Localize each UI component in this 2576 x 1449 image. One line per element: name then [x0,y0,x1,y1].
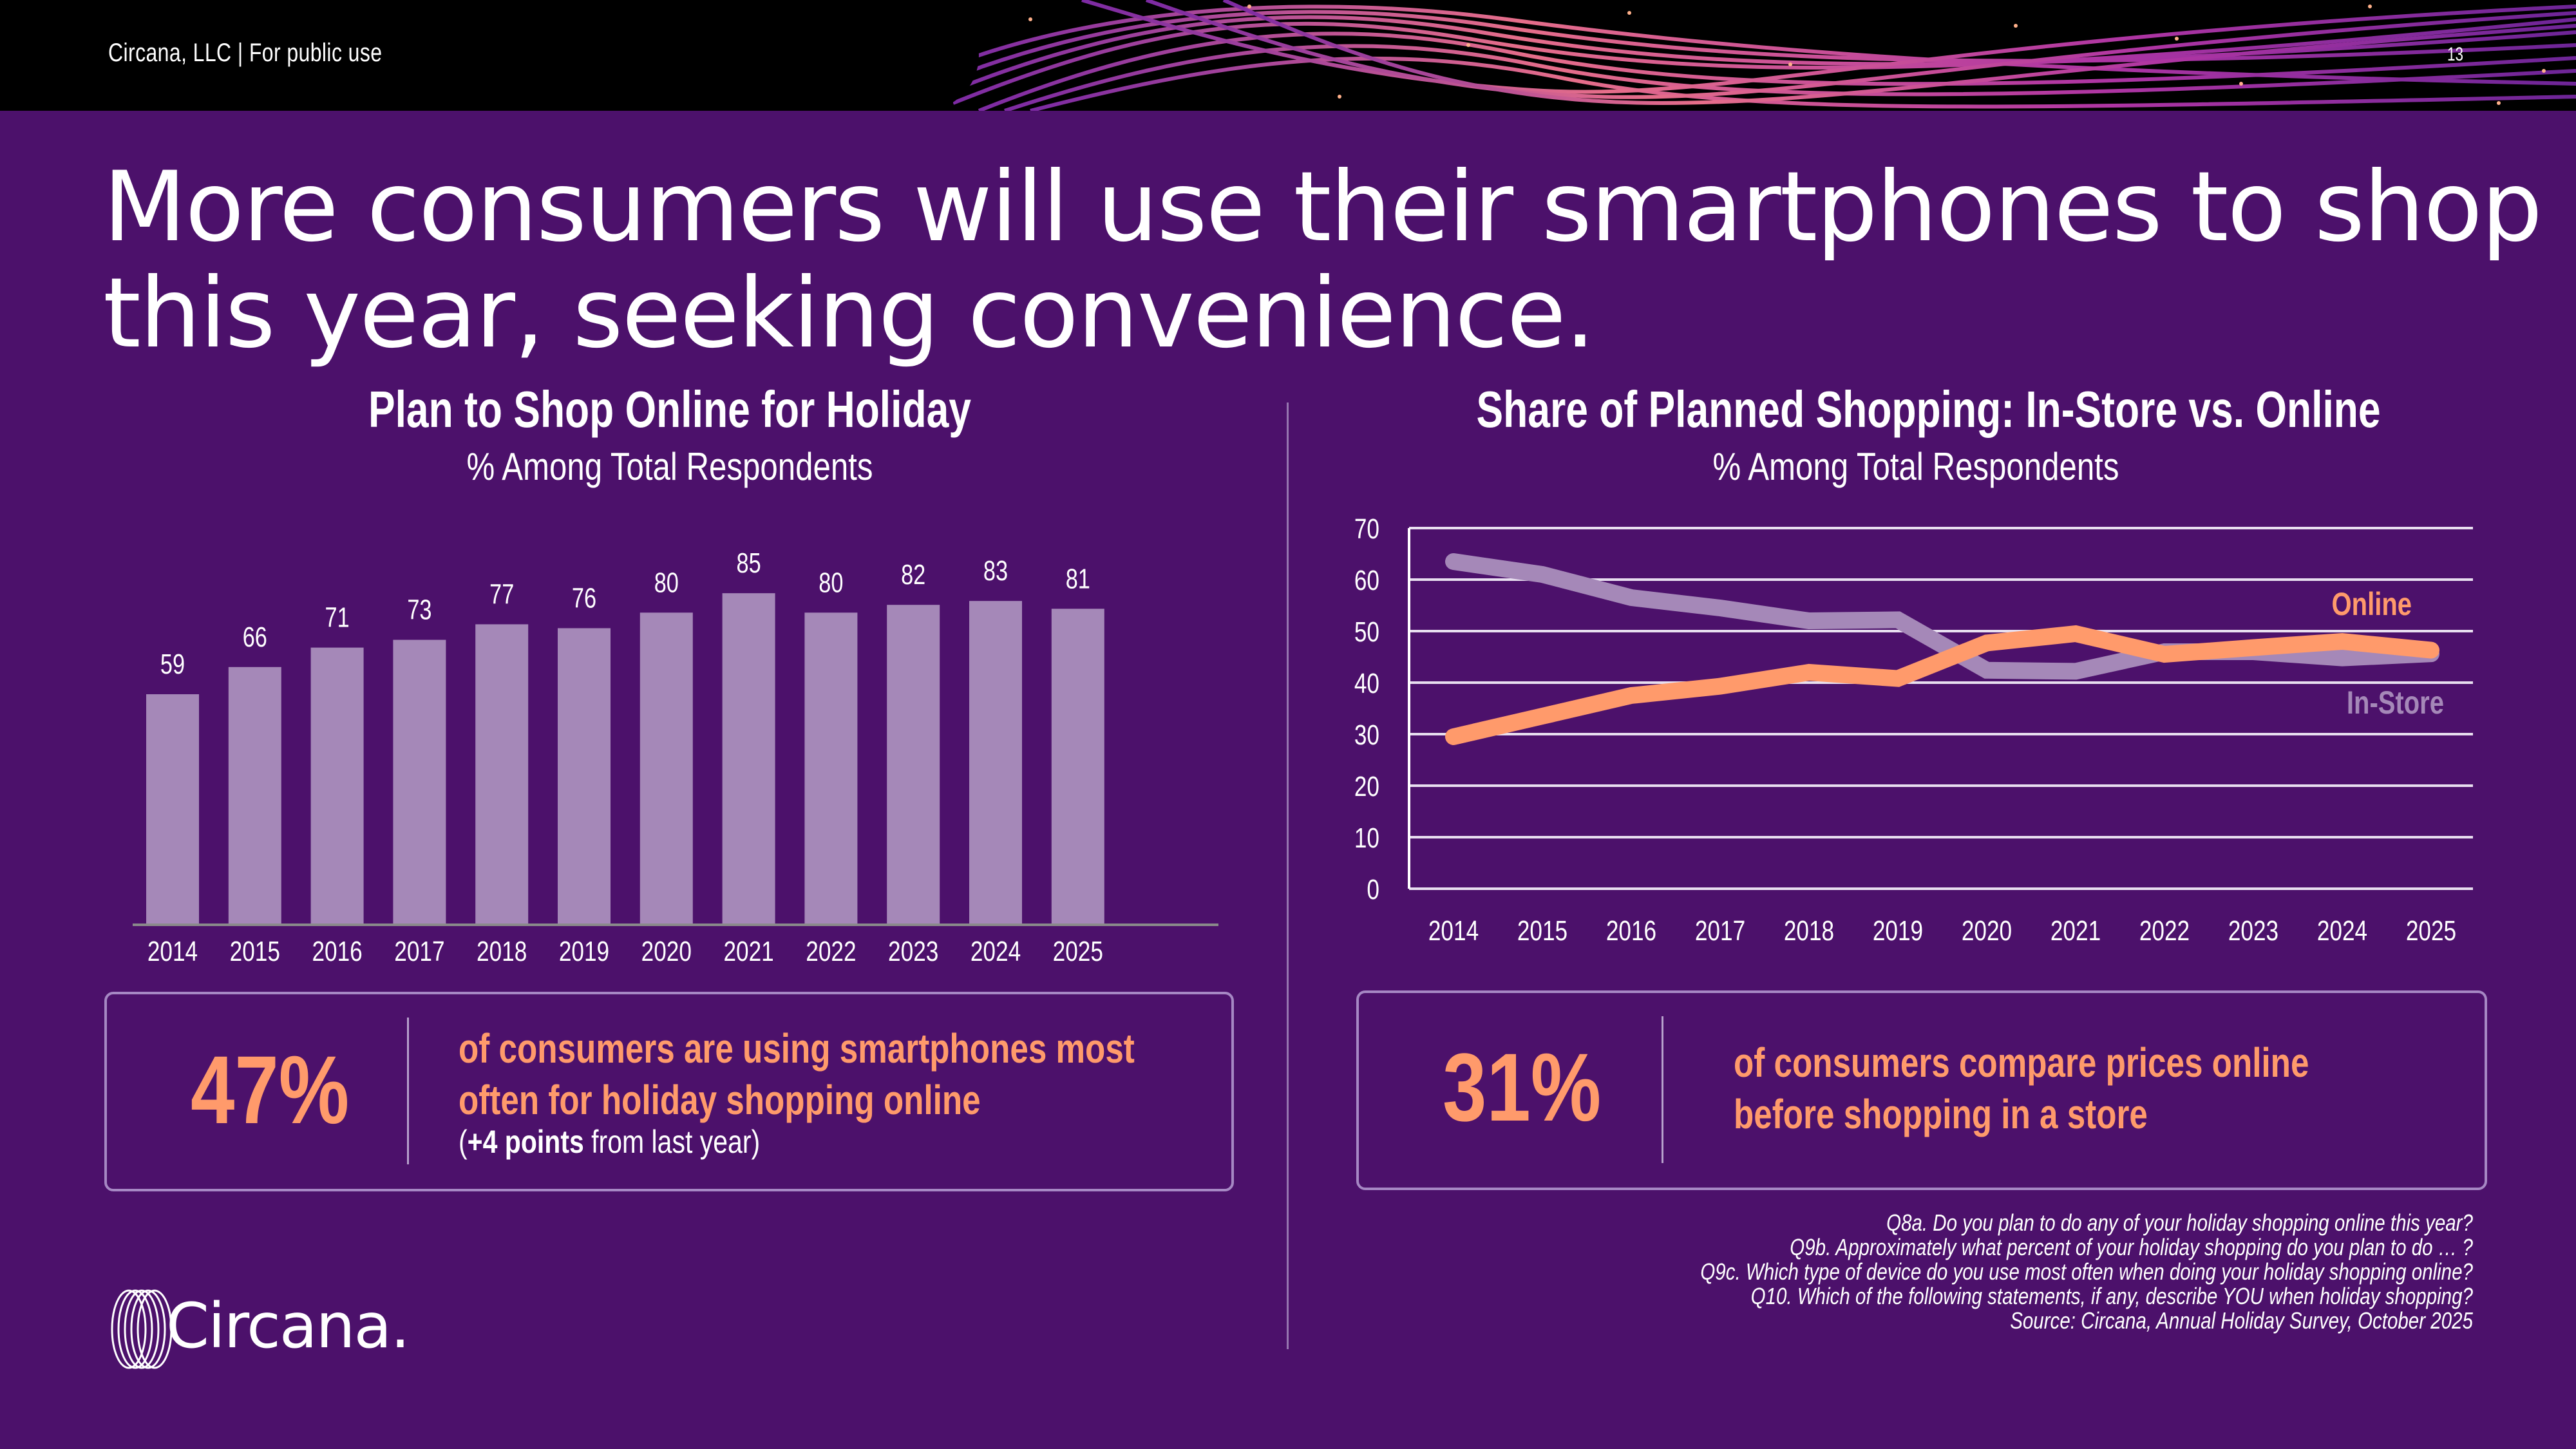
bar-2019 [558,628,611,923]
stat-note-bold: +4 points [467,1124,584,1160]
footnotes: Q8a. Do you plan to do any of your holid… [1700,1211,2473,1333]
bar-2023 [887,605,940,923]
logo-wordmark: Circana. [166,1290,410,1362]
bar-label-2018: 77 [489,578,514,610]
bar-2021 [722,593,775,923]
bar-2015 [228,667,281,923]
company-label: Circana, LLC | For public use [108,39,383,67]
bar-chart-subtitle: % Among Total Respondents [466,445,873,488]
footnote-q9c: Q9c. Which type of device do you use mos… [1700,1258,2473,1285]
bar-2016 [310,647,364,923]
x-tick-2021: 2021 [2050,915,2101,947]
y-tick-40: 40 [1354,668,1379,699]
x-tick-2014: 2014 [1428,915,1479,947]
bar-label-2016: 71 [325,602,350,634]
bar-label-2014: 59 [160,649,185,680]
stat-separator [1662,1016,1663,1163]
x-tick-2024: 2024 [2317,915,2367,947]
panel-divider [1287,402,1289,1349]
x-tick-2019: 2019 [1873,915,1923,947]
line-chart-subtitle: % Among Total Respondents [1712,445,2119,488]
line-chart: 0 10 20 30 40 50 60 70 2014 2015 2016 2017 2018 2019 2… [1354,513,2473,947]
footnote-q10: Q10. Which of the following statements, … [1750,1283,2473,1309]
top-banner [0,0,2576,111]
x-tick-2015: 2015 [230,936,280,966]
y-tick-20: 20 [1354,771,1379,802]
footnote-source: Source: Circana, Annual Holiday Survey, … [2010,1307,2473,1334]
bar-label-2017: 73 [407,594,431,625]
stat-note: (+4 points from last year) [459,1123,760,1160]
stat-text-line2: often for holiday shopping online [459,1077,981,1123]
y-tick-10: 10 [1354,822,1379,854]
legend-online: Online [2332,586,2412,622]
stat-note-open: ( [459,1124,468,1160]
circana-logo: Circana. [103,1285,410,1375]
bar-label-2023: 82 [901,559,925,591]
bar-2018 [475,624,529,923]
bar-label-2021: 85 [737,547,761,579]
stat-value: 31% [1443,1033,1602,1141]
stat-note-rest: from last year) [583,1124,761,1160]
x-tick-2016: 2016 [312,936,362,966]
y-tick-50: 50 [1354,616,1379,648]
x-tick-2018: 2018 [1784,915,1834,947]
line-chart-title: Share of Planned Shopping: In-Store vs. … [1476,381,2381,438]
bar-2017 [393,639,446,923]
bar-chart: 59 2014 66 2015 71 2016 73 2017 77 2018 76 2019 80 20… [133,547,1218,966]
header-black-panel [0,0,979,111]
page-title: More consumers will use their smartphone… [103,151,2543,370]
x-tick-2022: 2022 [806,936,856,966]
bar-label-2019: 76 [572,582,596,614]
x-tick-2020: 2020 [641,936,692,966]
x-tick-2023: 2023 [2228,915,2278,947]
x-tick-2023: 2023 [888,936,938,966]
y-tick-70: 70 [1354,513,1379,545]
x-tick-2020: 2020 [1962,915,2012,947]
x-tick-2016: 2016 [1606,915,1656,947]
bar-2024 [969,601,1022,923]
stat-text-line2: before shopping in a store [1734,1091,2148,1137]
smartphone-stat-card: 47% of consumers are using smartphones m… [104,992,1234,1191]
y-tick-0: 0 [1367,874,1379,905]
x-tick-2017: 2017 [1695,915,1745,947]
y-tick-60: 60 [1354,565,1379,596]
bar-label-2020: 80 [654,567,679,598]
x-tick-2022: 2022 [2139,915,2190,947]
bar-2014 [146,694,199,923]
x-tick-2015: 2015 [1517,915,1567,947]
x-tick-2014: 2014 [147,936,198,966]
x-tick-2025: 2025 [1053,936,1103,966]
stat-separator [407,1018,409,1164]
legend-in-store: In-Store [2347,685,2444,721]
bar-label-2022: 80 [819,567,843,598]
bar-label-2015: 66 [243,621,267,653]
x-tick-2024: 2024 [971,936,1021,966]
bar-2020 [639,612,693,923]
series-line-online [1445,625,2439,745]
stat-text-line1: of consumers are using smartphones most [459,1025,1135,1072]
bar-label-2025: 81 [1066,563,1090,594]
x-tick-2017: 2017 [394,936,444,966]
y-tick-30: 30 [1354,719,1379,751]
x-tick-2021: 2021 [723,936,773,966]
decorative-swirl-banner [953,0,2576,111]
bar-label-2024: 83 [983,555,1008,587]
page-number: 13 [2447,44,2464,65]
price-compare-stat-card: 31% of consumers compare prices online b… [1356,990,2487,1190]
x-tick-2025: 2025 [2406,915,2456,947]
x-tick-2019: 2019 [559,936,609,966]
x-tick-2018: 2018 [477,936,527,966]
circana-globe-icon [111,1289,173,1369]
bar-chart-title: Plan to Shop Online for Holiday [368,381,972,438]
stat-text-line1: of consumers compare prices online [1734,1039,2309,1086]
bar-2025 [1051,609,1104,923]
stat-value: 47% [191,1036,350,1144]
footnote-q9b: Q9b. Approximately what percent of your … [1790,1234,2473,1260]
bar-2022 [804,612,858,923]
footnote-q8a: Q8a. Do you plan to do any of your holid… [1886,1209,2473,1236]
